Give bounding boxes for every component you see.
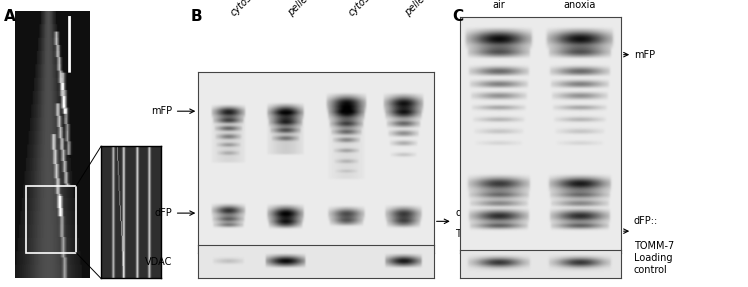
- Text: mFP: mFP: [634, 50, 654, 60]
- Text: dFP::: dFP::: [634, 216, 658, 226]
- Text: C: C: [453, 9, 464, 24]
- Text: cytosol: cytosol: [346, 0, 378, 18]
- Text: B: B: [191, 9, 203, 24]
- Text: Loading
control: Loading control: [634, 253, 672, 275]
- Text: A: A: [4, 9, 16, 24]
- Text: dFP: dFP: [155, 208, 172, 218]
- Bar: [26, 186, 76, 253]
- Text: VDAC: VDAC: [145, 257, 172, 267]
- Text: cytosol: cytosol: [229, 0, 260, 18]
- Text: TOMM-7: TOMM-7: [455, 228, 495, 238]
- Text: anoxia: anoxia: [563, 0, 596, 10]
- Text: pellet: pellet: [403, 0, 430, 18]
- Text: mFP: mFP: [151, 106, 172, 116]
- Text: dFP::: dFP::: [455, 208, 479, 218]
- Text: pellet: pellet: [286, 0, 312, 18]
- Text: normal
air: normal air: [482, 0, 516, 10]
- Text: TOMM-7: TOMM-7: [634, 241, 674, 251]
